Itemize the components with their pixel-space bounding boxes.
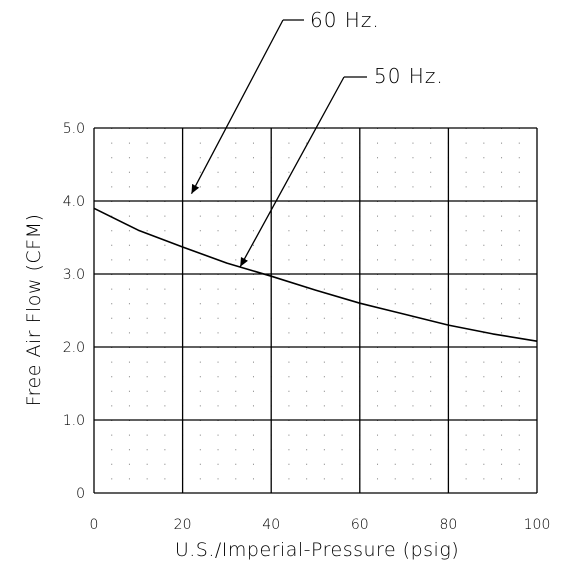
y-tick-label: 5.0 (63, 121, 85, 137)
x-tick-label: 0 (90, 517, 99, 533)
x-tick-label: 60 (351, 517, 369, 533)
y-tick-label: 4.0 (63, 194, 85, 210)
annotation-label: 60 Hz. (310, 8, 380, 32)
y-tick-label: 0 (76, 486, 85, 502)
x-tick-label: 40 (262, 517, 280, 533)
y-tick-label: 1.0 (63, 413, 85, 429)
annotation-arrow (239, 76, 345, 268)
series-layer (93, 207, 538, 342)
y-axis-label: Free Air Flow (CFM) (23, 214, 45, 407)
series-line (93, 207, 538, 342)
x-tick-label: 100 (524, 517, 551, 533)
minor-grid (93, 128, 538, 493)
major-grid (93, 127, 538, 494)
y-tick-label: 2.0 (63, 340, 85, 356)
x-tick-label: 80 (439, 517, 457, 533)
tick-labels: 0 20 40 60 80 100 0 1.0 2.0 3.0 4.0 5.0 (63, 121, 551, 533)
x-axis-label: U.S./Imperial-Pressure (psig) (175, 539, 459, 561)
annotation-label: 50 Hz. (374, 64, 444, 88)
annotation-arrow (190, 19, 284, 195)
annotation-layer: 60 Hz. 50 Hz. (190, 8, 444, 268)
y-tick-label: 3.0 (63, 267, 85, 283)
x-tick-label: 20 (174, 517, 192, 533)
